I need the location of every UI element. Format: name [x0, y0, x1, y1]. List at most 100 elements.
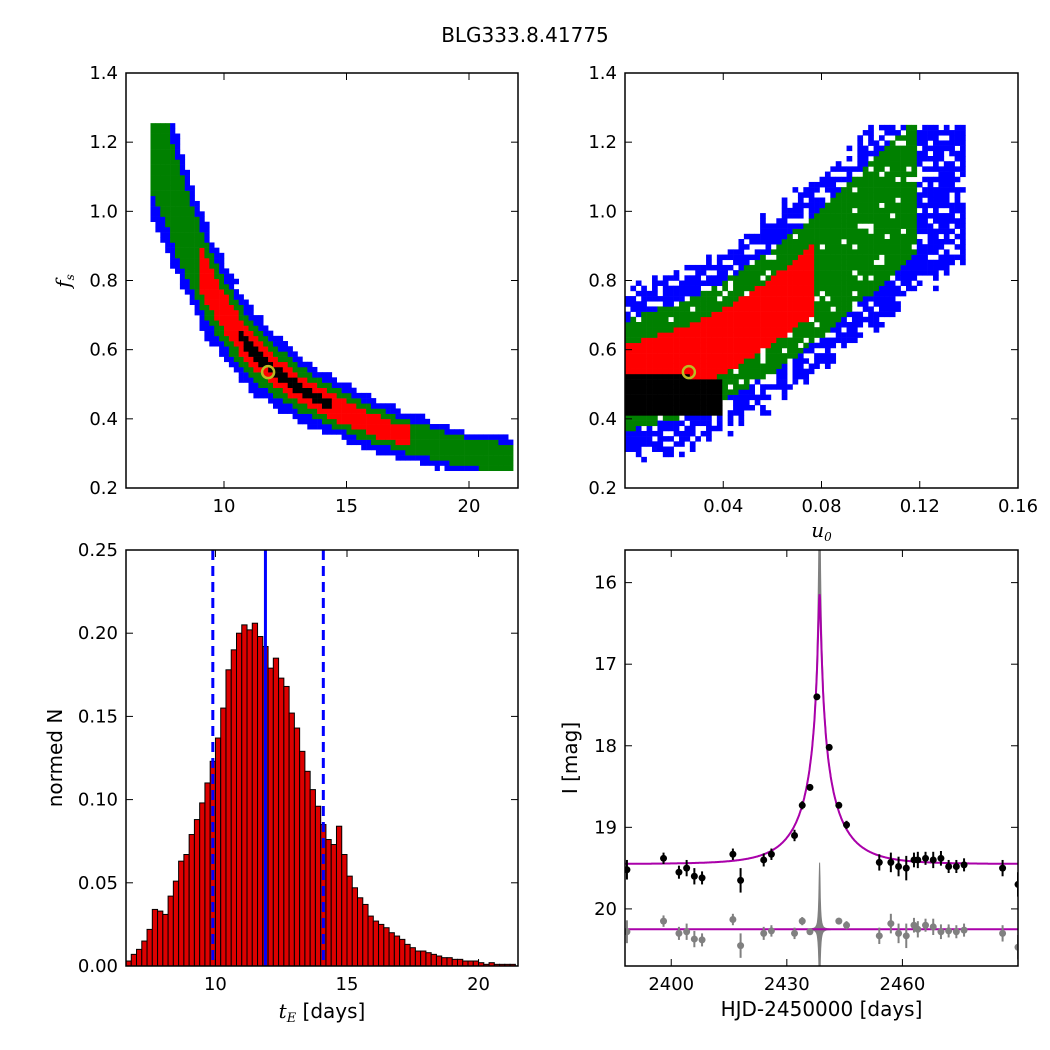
density-cell [700, 415, 707, 421]
density-cell [878, 150, 885, 157]
density-cell [287, 398, 293, 404]
density-cell [895, 254, 901, 261]
density-cell [754, 342, 761, 349]
data-point [902, 864, 910, 872]
density-cell [733, 280, 739, 286]
density-cell [846, 270, 853, 276]
density-cell [415, 449, 421, 456]
density-cell [175, 226, 181, 233]
density-cell [170, 232, 176, 238]
density-cell [322, 382, 328, 389]
density-cell [841, 275, 847, 281]
density-cell [189, 216, 195, 223]
density-cell [760, 280, 766, 286]
density-cell [781, 316, 788, 323]
density-cell [684, 373, 691, 380]
density-cell [700, 332, 707, 338]
density-cell [846, 207, 853, 214]
density-cell [846, 259, 853, 266]
density-cell [292, 377, 298, 383]
density-cell [317, 403, 323, 409]
density-cell [444, 439, 450, 446]
density-cell [331, 403, 337, 409]
density-cell [439, 455, 445, 461]
residual-point [887, 920, 895, 928]
density-cell [652, 430, 658, 437]
density-cell [184, 237, 190, 243]
figure-title: BLG333.8.41775 [441, 23, 609, 47]
density-cell [464, 444, 470, 451]
density-cell [878, 213, 885, 219]
density-cell [943, 130, 950, 136]
density-cell [949, 135, 955, 141]
density-cell [889, 239, 896, 245]
density-cell [361, 444, 367, 451]
density-cell [668, 332, 674, 338]
density-cell [749, 368, 755, 375]
density-cell [209, 268, 215, 274]
density-cell [911, 202, 918, 209]
density-cell [900, 218, 907, 224]
density-cell [160, 133, 166, 140]
density-cell [754, 259, 761, 266]
density-cell [814, 244, 820, 250]
density-cell [949, 171, 955, 178]
density-cell [646, 311, 653, 318]
density-cell [405, 455, 411, 461]
density-cell [317, 424, 323, 430]
density-cell [749, 285, 755, 292]
density-cell [478, 455, 484, 461]
density-cell [949, 176, 955, 183]
density-cell [954, 135, 961, 141]
density-cell [689, 322, 696, 328]
density-cell [312, 424, 318, 430]
density-cell [366, 398, 372, 404]
density-cell [862, 187, 869, 193]
density-cell [662, 316, 669, 323]
density-cell [835, 322, 842, 328]
density-cell [808, 244, 815, 250]
density-cell [760, 301, 766, 307]
density-cell [922, 207, 928, 214]
density-cell [895, 166, 901, 172]
density-cell [204, 258, 210, 264]
density-cell [150, 190, 156, 197]
density-cell [302, 418, 308, 425]
density-cell [738, 301, 745, 307]
density-cell [684, 415, 691, 421]
density-cell [700, 337, 707, 344]
density-cell [781, 296, 788, 302]
density-cell [233, 294, 239, 300]
density-cell [841, 207, 847, 214]
density-cell [635, 306, 642, 312]
density-cell [160, 138, 166, 145]
density-cell [498, 460, 504, 466]
density-cell [711, 353, 718, 359]
density-cell [228, 309, 235, 316]
density-cell [743, 358, 750, 364]
density-cell [625, 420, 631, 427]
density-cell [814, 301, 820, 307]
density-cell [803, 192, 810, 198]
density-cell [797, 358, 804, 364]
density-cell [390, 449, 396, 456]
density-cell [194, 309, 200, 316]
density-cell [857, 244, 864, 250]
density-cell [700, 430, 707, 437]
p1-ytick-label: 0.2 [588, 478, 617, 499]
density-cell [695, 332, 701, 338]
density-cell [770, 233, 777, 240]
density-cell [862, 176, 869, 183]
density-cell [646, 353, 653, 359]
density-cell [781, 275, 788, 281]
density-cell [862, 290, 869, 297]
density-cell [160, 175, 166, 181]
density-cell [662, 420, 669, 427]
density-cell [641, 415, 647, 421]
density-cell [273, 377, 279, 383]
density-cell [787, 275, 793, 281]
density-cell [797, 213, 804, 219]
density-cell [754, 394, 761, 401]
density-cell [905, 156, 912, 162]
density-cell [194, 273, 200, 280]
